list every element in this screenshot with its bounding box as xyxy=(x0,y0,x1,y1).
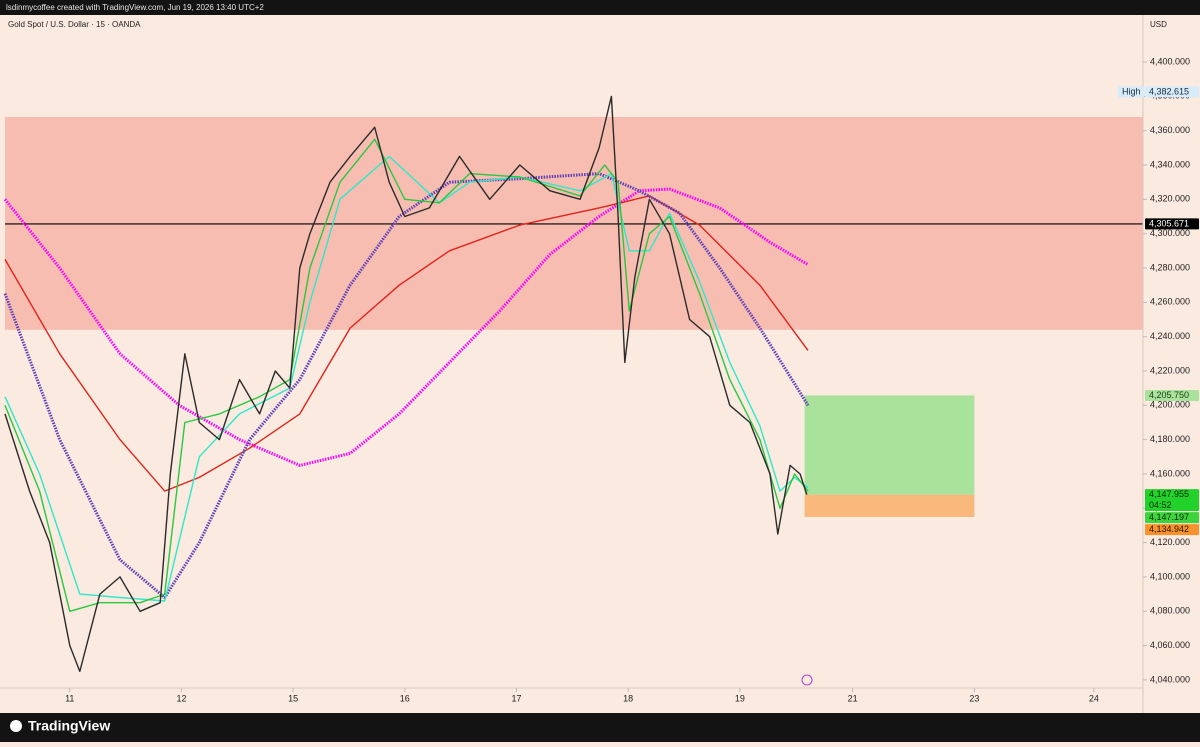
price-label-box xyxy=(1145,218,1199,230)
y-tick-label: 4,360.000 xyxy=(1150,125,1190,135)
y-tick-label: 4,300.000 xyxy=(1150,228,1190,238)
y-tick-label: 4,040.000 xyxy=(1150,674,1190,684)
y-tick-label: 4,400.000 xyxy=(1150,56,1190,66)
x-tick-label: 16 xyxy=(400,693,410,703)
x-tick-label: 19 xyxy=(735,693,745,703)
y-tick-label: 4,320.000 xyxy=(1150,194,1190,204)
price-label-box xyxy=(1145,524,1199,536)
price-label: 4,134.942 xyxy=(1149,524,1189,534)
y-tick-label: 4,060.000 xyxy=(1150,640,1190,650)
price-label: 4,305.671 xyxy=(1149,219,1189,229)
series-line xyxy=(3,172,810,599)
y-tick-label: 4,240.000 xyxy=(1150,331,1190,341)
currency: USD xyxy=(1150,20,1167,29)
price-label-box xyxy=(1145,489,1199,512)
x-tick-label: 18 xyxy=(623,693,633,703)
y-tick-label: 4,120.000 xyxy=(1150,537,1190,547)
price-tag: High xyxy=(1122,86,1141,96)
y-tick-label: 4,340.000 xyxy=(1150,159,1190,169)
price-label-box xyxy=(1145,86,1199,98)
x-tick-label: 12 xyxy=(176,693,186,703)
top-bar xyxy=(0,0,1200,15)
x-tick-label: 11 xyxy=(65,693,74,703)
y-tick-label: 4,200.000 xyxy=(1150,400,1190,410)
event-icon xyxy=(801,674,813,686)
plot-area xyxy=(3,95,1143,673)
price-label: 4,147.197 xyxy=(1149,512,1189,522)
price-tag-box xyxy=(1118,86,1144,98)
price-label: 4,382.615 xyxy=(1149,86,1189,96)
brand: TradingView xyxy=(28,718,110,734)
y-tick-label: 4,260.000 xyxy=(1150,297,1190,307)
series-line xyxy=(4,95,808,673)
logo xyxy=(10,720,22,732)
y-tick-label: 4,160.000 xyxy=(1150,468,1190,478)
series-line xyxy=(4,138,809,612)
credit: lsdinmycoffee created with TradingView.c… xyxy=(6,3,264,12)
zone xyxy=(804,494,975,517)
y-tick-label: 4,080.000 xyxy=(1150,606,1190,616)
price-axis xyxy=(1143,15,1200,713)
x-tick-label: 21 xyxy=(848,693,858,703)
y-tick-label: 4,180.000 xyxy=(1150,434,1190,444)
x-tick-label: 23 xyxy=(969,693,979,703)
price-label: 4,205.750 xyxy=(1149,390,1189,400)
price-label-box xyxy=(1145,389,1199,401)
bottom-bar xyxy=(0,713,1200,742)
series-line xyxy=(4,195,809,492)
series-line xyxy=(4,155,809,602)
zone xyxy=(804,395,975,495)
x-tick-label: 17 xyxy=(511,693,521,703)
x-tick-label: 15 xyxy=(288,693,298,703)
y-tick-label: 4,100.000 xyxy=(1150,571,1190,581)
countdown: 04:52 xyxy=(1149,500,1172,510)
price-label: 4,147.955 xyxy=(1149,489,1189,499)
symbol-title: Gold Spot / U.S. Dollar · 15 · OANDA xyxy=(8,20,141,29)
x-tick-label: 24 xyxy=(1089,693,1099,703)
y-tick-label: 4,280.000 xyxy=(1150,262,1190,272)
price-label-box xyxy=(1145,512,1199,524)
y-tick-label: 4,220.000 xyxy=(1150,365,1190,375)
